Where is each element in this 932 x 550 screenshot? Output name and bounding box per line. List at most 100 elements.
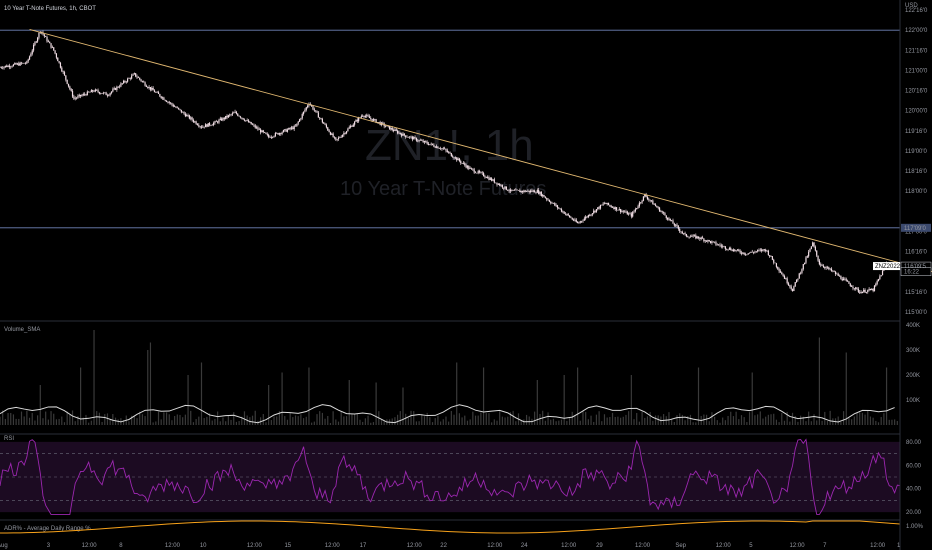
candle-body	[461, 163, 463, 164]
volume-bar	[673, 421, 675, 425]
candle-body	[754, 251, 756, 253]
volume-bar	[767, 414, 769, 425]
volume-bar	[813, 414, 815, 425]
time-axis[interactable]: Aug312:00812:001012:001512:001712:002212…	[0, 543, 901, 549]
candle-body	[106, 95, 109, 96]
adr-pane[interactable]: ADR% - Average Daily Range %	[0, 520, 901, 534]
candle-body	[691, 236, 693, 237]
volume-bar	[469, 419, 471, 425]
candle-body	[269, 136, 271, 138]
candle-body	[118, 86, 121, 88]
volume-bar	[243, 411, 246, 425]
candle-body	[840, 275, 842, 279]
candle-body	[482, 173, 485, 177]
candle-body	[227, 115, 229, 118]
candle-body	[727, 249, 729, 251]
candle-body	[853, 288, 855, 289]
candle-body	[509, 189, 512, 192]
volume-bar	[37, 415, 39, 425]
time-tick-label: 12:00	[407, 543, 423, 549]
volume-bar	[238, 421, 240, 425]
price-tick-label: 119'16'0	[905, 129, 928, 135]
candle-body	[254, 125, 256, 128]
candle-body	[480, 172, 482, 174]
candle-body	[63, 72, 66, 76]
volume-bar	[190, 410, 192, 425]
candle-body	[305, 107, 307, 110]
time-tick-label: 22	[440, 543, 447, 549]
candle-body	[477, 171, 479, 173]
candle-body	[117, 86, 119, 88]
volume-bar	[853, 416, 855, 425]
candle-body	[140, 79, 142, 82]
volume-bar	[313, 421, 315, 425]
candle-body	[409, 136, 411, 138]
candle-body	[779, 271, 782, 273]
candle-body	[472, 168, 474, 170]
candle-body	[148, 86, 150, 88]
candle-body	[724, 246, 726, 250]
price-axis[interactable]: USD 122'16'0 122'00'0 121'16'0 121'00'0 120'…	[905, 3, 928, 316]
candle-body	[349, 126, 352, 128]
volume-bar	[144, 416, 146, 425]
candle-body	[844, 278, 846, 280]
candle-body	[469, 168, 471, 169]
candle-body	[176, 107, 178, 109]
volume-bar	[894, 419, 896, 425]
candle-body	[347, 128, 349, 132]
candle-body	[470, 168, 473, 169]
volume-bar	[198, 416, 200, 425]
candle-body	[547, 199, 549, 201]
candle-body	[398, 132, 400, 134]
volume-bar	[104, 414, 106, 425]
trendline[interactable]	[29, 28, 932, 273]
volume-bar	[504, 417, 506, 425]
volume-bar	[509, 412, 512, 425]
volume-bar	[61, 416, 63, 425]
candle-body	[622, 211, 624, 212]
horizontal-lines[interactable]	[0, 29, 900, 229]
candle-body	[797, 278, 799, 280]
candle-body	[14, 63, 16, 65]
trendline-line[interactable]	[29, 28, 932, 273]
candle-body	[261, 130, 263, 133]
volume-bar	[106, 413, 109, 425]
candle-body	[23, 62, 25, 64]
candle-body	[37, 37, 39, 42]
volume-bar	[141, 414, 143, 425]
volume-bar	[482, 367, 485, 425]
volume-tick-label: 300K	[906, 348, 920, 354]
candle-body	[646, 196, 649, 200]
volume-bar	[421, 413, 423, 425]
candle-body	[144, 82, 146, 86]
candle-body	[69, 86, 71, 90]
candle-body	[515, 189, 517, 191]
candle-body	[157, 92, 160, 95]
volume-bar	[636, 412, 638, 425]
candle-body	[810, 246, 812, 249]
candle-body	[460, 161, 462, 164]
candle-body	[820, 264, 822, 266]
volume-bar	[799, 415, 802, 425]
volume-bar	[136, 418, 138, 425]
volume-bar	[738, 419, 740, 425]
volume-bar	[327, 415, 329, 425]
candle-body	[445, 148, 447, 151]
volume-bar	[114, 417, 117, 425]
volume-bar	[724, 420, 726, 425]
volume-bar	[206, 416, 208, 425]
volume-pane[interactable]: Volume_SMA	[0, 327, 898, 425]
volume-bar	[329, 422, 332, 425]
time-tick-label: 12:00	[716, 543, 732, 549]
price-pane[interactable]: ZN1!, 1h 10 Year T-Note Futures 10 Year …	[0, 0, 932, 320]
candle-body	[354, 121, 356, 125]
rsi-pane[interactable]: RSI	[0, 436, 901, 515]
volume-bar	[284, 416, 286, 425]
volume-bar	[609, 416, 611, 425]
candle-body	[98, 92, 101, 94]
price-tick-label: 118'00'0	[905, 189, 928, 195]
candle-body	[571, 217, 573, 220]
volume-bar	[735, 411, 737, 425]
candle-body	[246, 120, 248, 121]
